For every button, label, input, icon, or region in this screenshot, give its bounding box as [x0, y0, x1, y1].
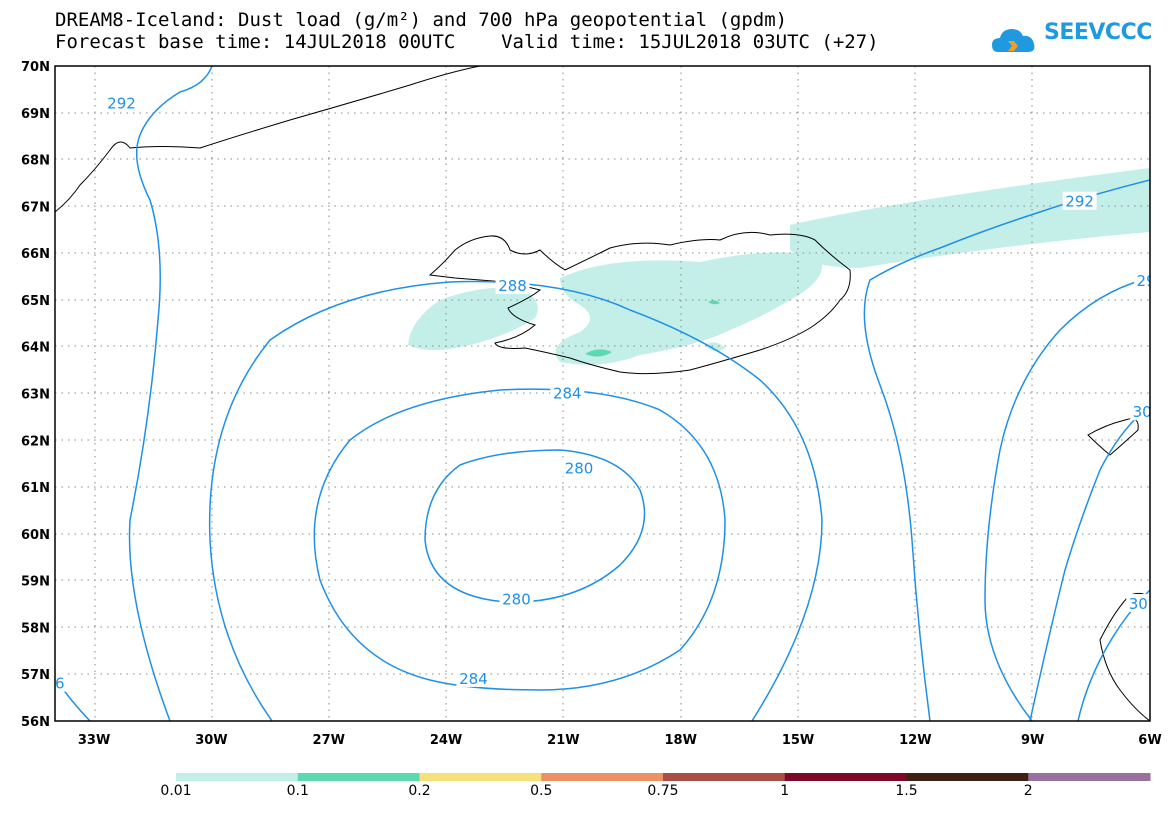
contour-label: 29 — [1137, 272, 1156, 290]
contour-label-background — [104, 93, 139, 112]
latitude-label: 62N — [21, 434, 50, 449]
colorbar-label: 2 — [1023, 783, 1033, 799]
colorbar-label: 0.01 — [160, 783, 192, 799]
map-title: DREAM8-Iceland: Dust load (g/m²) and 700… — [55, 9, 788, 31]
contour-label: 288 — [498, 277, 527, 295]
coastlines — [55, 66, 1150, 721]
colorbar-segment — [176, 773, 299, 781]
colorbar-segment — [784, 773, 907, 781]
latitude-label: 67N — [21, 200, 50, 215]
coast-scotland — [1099, 592, 1150, 721]
latitude-label: 57N — [21, 668, 50, 683]
contour-labels: 292 292 288 284 280 280 284 29 30 30 96 — [45, 93, 1156, 693]
longitude-label: 18W — [664, 733, 696, 748]
dust-patch-medium-center — [708, 300, 720, 305]
contour-label: 30 — [1129, 595, 1148, 613]
contour-label: 292 — [107, 94, 136, 112]
contour-label-background — [55, 673, 67, 692]
dust-plume-northeast — [790, 168, 1150, 268]
map-subtitle: Forecast base time: 14JUL2018 00UTC Vali… — [55, 31, 879, 53]
grid-lines — [55, 66, 1150, 721]
colorbar-label: 0.1 — [286, 783, 309, 799]
contour-label-background — [562, 458, 597, 477]
dust-plume-west — [408, 287, 538, 350]
colorbar-label: 0.2 — [408, 783, 431, 799]
colorbar — [176, 773, 1151, 781]
contour-label: 284 — [553, 385, 582, 403]
colorbar-segment — [541, 773, 664, 781]
contour-label-background — [1130, 402, 1150, 421]
latitude-label: 60N — [21, 528, 50, 543]
latitude-label: 59N — [21, 575, 50, 590]
contour-label: 30 — [1133, 403, 1152, 421]
coast-greenland — [55, 66, 481, 213]
latitude-label: 56N — [21, 715, 50, 730]
contour-300-east — [1029, 404, 1150, 721]
longitude-label: 15W — [782, 733, 814, 748]
logo-text: SEEVCCC — [1044, 20, 1152, 45]
longitude-label: 6W — [1138, 733, 1161, 748]
latitude-labels: 70N 69N 68N 67N 66N 65N 64N 63N 62N 61N 60N 59N 58N 5… — [21, 60, 50, 730]
geopotential-contours — [55, 66, 1150, 721]
contour-284 — [313, 388, 726, 691]
contour-label: 280 — [565, 459, 594, 477]
contour-296-east — [984, 277, 1150, 721]
colorbar-segment — [1028, 773, 1151, 781]
longitude-label: 27W — [313, 733, 345, 748]
coast-iceland — [428, 231, 851, 375]
contour-label-background — [456, 668, 491, 687]
colorbar-label: 0.75 — [647, 783, 679, 799]
longitude-label: 33W — [78, 733, 110, 748]
contour-label-background — [499, 589, 534, 608]
latitude-label: 66N — [21, 247, 50, 262]
latitude-label: 64N — [21, 341, 50, 356]
contour-label-background — [1062, 191, 1097, 210]
colorbar-segment — [419, 773, 542, 781]
latitude-label: 69N — [21, 107, 50, 122]
dust-patch-east — [705, 342, 725, 352]
colorbar-segment — [663, 773, 786, 781]
longitude-labels: 33W 30W 27W 24W 21W 18W 15W 12W 9W 6W — [78, 733, 1162, 748]
contour-292-northwest — [128, 66, 213, 721]
colorbar-label: 0.5 — [530, 783, 553, 799]
contour-292-northeast — [863, 179, 1150, 721]
longitude-label: 9W — [1021, 733, 1044, 748]
contour-label-background — [495, 275, 530, 294]
longitude-label: 30W — [195, 733, 227, 748]
contour-label: 96 — [45, 675, 64, 693]
contour-label-background — [550, 383, 585, 402]
longitude-label: 21W — [547, 733, 579, 748]
dust-plume-iceland — [555, 252, 822, 365]
latitude-label: 65N — [21, 294, 50, 309]
latitude-label: 61N — [21, 481, 50, 496]
longitude-label: 24W — [430, 733, 462, 748]
contour-label-background — [1126, 594, 1150, 613]
coast-faroe — [1087, 418, 1139, 456]
contour-label: 284 — [459, 670, 488, 688]
colorbar-segment — [297, 773, 420, 781]
colorbar-label: 1 — [780, 783, 790, 799]
contour-label: 280 — [502, 590, 531, 608]
map-frame — [54, 65, 1151, 722]
latitude-label: 58N — [21, 621, 50, 636]
contour-280 — [424, 449, 646, 603]
contour-288 — [208, 280, 823, 721]
contour-label: 292 — [1065, 193, 1094, 211]
cloud-logo-icon — [992, 29, 1035, 52]
latitude-label: 70N — [21, 60, 50, 75]
colorbar-label: 1.5 — [895, 783, 918, 799]
latitude-label: 68N — [21, 154, 50, 169]
latitude-label: 63N — [21, 388, 50, 403]
dust-patch-medium-south — [585, 349, 612, 357]
contour-label-background — [1134, 271, 1150, 290]
colorbar-segment — [906, 773, 1029, 781]
longitude-label: 12W — [899, 733, 931, 748]
